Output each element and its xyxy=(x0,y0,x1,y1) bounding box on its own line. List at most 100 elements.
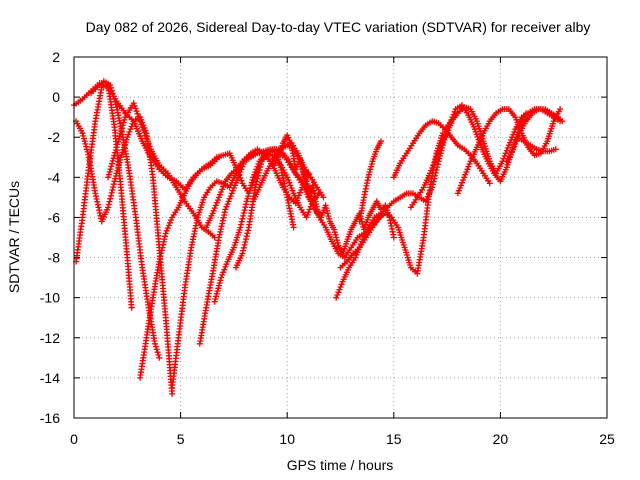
data-point xyxy=(297,189,303,196)
series-sat-16 xyxy=(356,138,384,225)
data-point xyxy=(116,133,123,140)
data-point xyxy=(132,105,139,112)
data-point xyxy=(212,202,219,209)
y-tick-label: -10 xyxy=(40,290,60,306)
data-point xyxy=(289,187,296,194)
series-sat-12 xyxy=(250,140,327,205)
data-point xyxy=(237,169,244,175)
data-point xyxy=(366,169,373,175)
data-point xyxy=(368,161,375,167)
y-tick-label: 2 xyxy=(52,49,60,65)
y-tick-label: -12 xyxy=(40,330,60,346)
data-point xyxy=(238,221,244,228)
y-tick-label: -14 xyxy=(40,370,60,386)
data-point xyxy=(158,247,165,254)
data-point xyxy=(462,171,469,178)
data-point xyxy=(433,154,440,161)
data-point xyxy=(156,255,163,262)
data-point xyxy=(153,346,160,353)
data-point xyxy=(84,148,91,155)
data-point xyxy=(109,90,116,97)
data-point xyxy=(114,141,121,148)
data-point xyxy=(220,183,227,190)
data-point xyxy=(219,186,226,193)
data-point xyxy=(216,280,223,286)
data-point xyxy=(510,146,517,153)
y-tick-label: -16 xyxy=(40,410,60,426)
data-point xyxy=(304,211,311,218)
x-tick-label: 0 xyxy=(70,431,78,447)
data-point xyxy=(121,116,128,123)
data-point xyxy=(109,157,116,164)
data-point xyxy=(240,247,247,254)
data-point xyxy=(119,122,126,129)
data-point xyxy=(511,128,518,135)
data-point xyxy=(249,177,256,183)
data-point xyxy=(248,179,255,186)
data-point xyxy=(455,187,462,194)
data-point xyxy=(110,93,117,100)
data-point xyxy=(236,171,243,178)
data-point xyxy=(239,215,246,222)
data-point xyxy=(221,209,228,216)
data-point xyxy=(242,204,249,211)
data-point xyxy=(218,223,225,230)
x-tick-label: 10 xyxy=(279,431,295,447)
data-point xyxy=(502,150,509,157)
data-point xyxy=(79,130,86,137)
data-point xyxy=(95,204,102,211)
data-point xyxy=(512,140,519,147)
data-point xyxy=(294,195,301,202)
data-point xyxy=(107,82,114,89)
data-point xyxy=(220,269,227,276)
data-point xyxy=(139,124,146,131)
y-tick-label: -4 xyxy=(48,169,61,185)
data-point xyxy=(256,167,263,173)
y-tick-label: -6 xyxy=(48,209,61,225)
data-point xyxy=(109,160,115,167)
data-point xyxy=(440,135,447,142)
data-point xyxy=(285,177,292,183)
data-point xyxy=(504,144,511,151)
data-point xyxy=(244,230,251,237)
data-point xyxy=(353,251,360,258)
data-point xyxy=(130,100,137,107)
data-point xyxy=(442,132,448,139)
data-point xyxy=(111,95,118,102)
data-point xyxy=(214,288,221,294)
data-point xyxy=(331,226,338,233)
data-point xyxy=(112,149,119,156)
data-point xyxy=(108,84,114,91)
data-point xyxy=(213,290,220,297)
data-point xyxy=(118,127,125,134)
data-point xyxy=(216,231,223,238)
data-point xyxy=(243,233,250,240)
series-sat-15 xyxy=(337,130,446,277)
data-point xyxy=(105,174,112,181)
data-point xyxy=(513,116,520,123)
data-point xyxy=(246,187,253,194)
data-point xyxy=(241,241,248,248)
data-point xyxy=(515,122,522,129)
data-point xyxy=(155,352,162,358)
data-point xyxy=(367,166,374,173)
data-point xyxy=(229,187,236,194)
data-point xyxy=(215,285,222,292)
data-point xyxy=(557,106,564,113)
grid xyxy=(74,57,607,418)
data-point xyxy=(131,102,138,109)
data-point xyxy=(214,197,221,204)
data-point xyxy=(134,110,141,117)
x-tick-label: 20 xyxy=(493,431,509,447)
data-point xyxy=(486,180,493,187)
data-point xyxy=(82,140,89,147)
data-point xyxy=(320,194,327,201)
data-point xyxy=(81,138,88,145)
data-point xyxy=(290,224,297,231)
data-point xyxy=(337,284,344,290)
data-point xyxy=(222,206,229,213)
data-point xyxy=(219,217,226,224)
data-point xyxy=(166,219,173,226)
series-sat-19 xyxy=(442,104,564,177)
data-point xyxy=(162,230,169,237)
